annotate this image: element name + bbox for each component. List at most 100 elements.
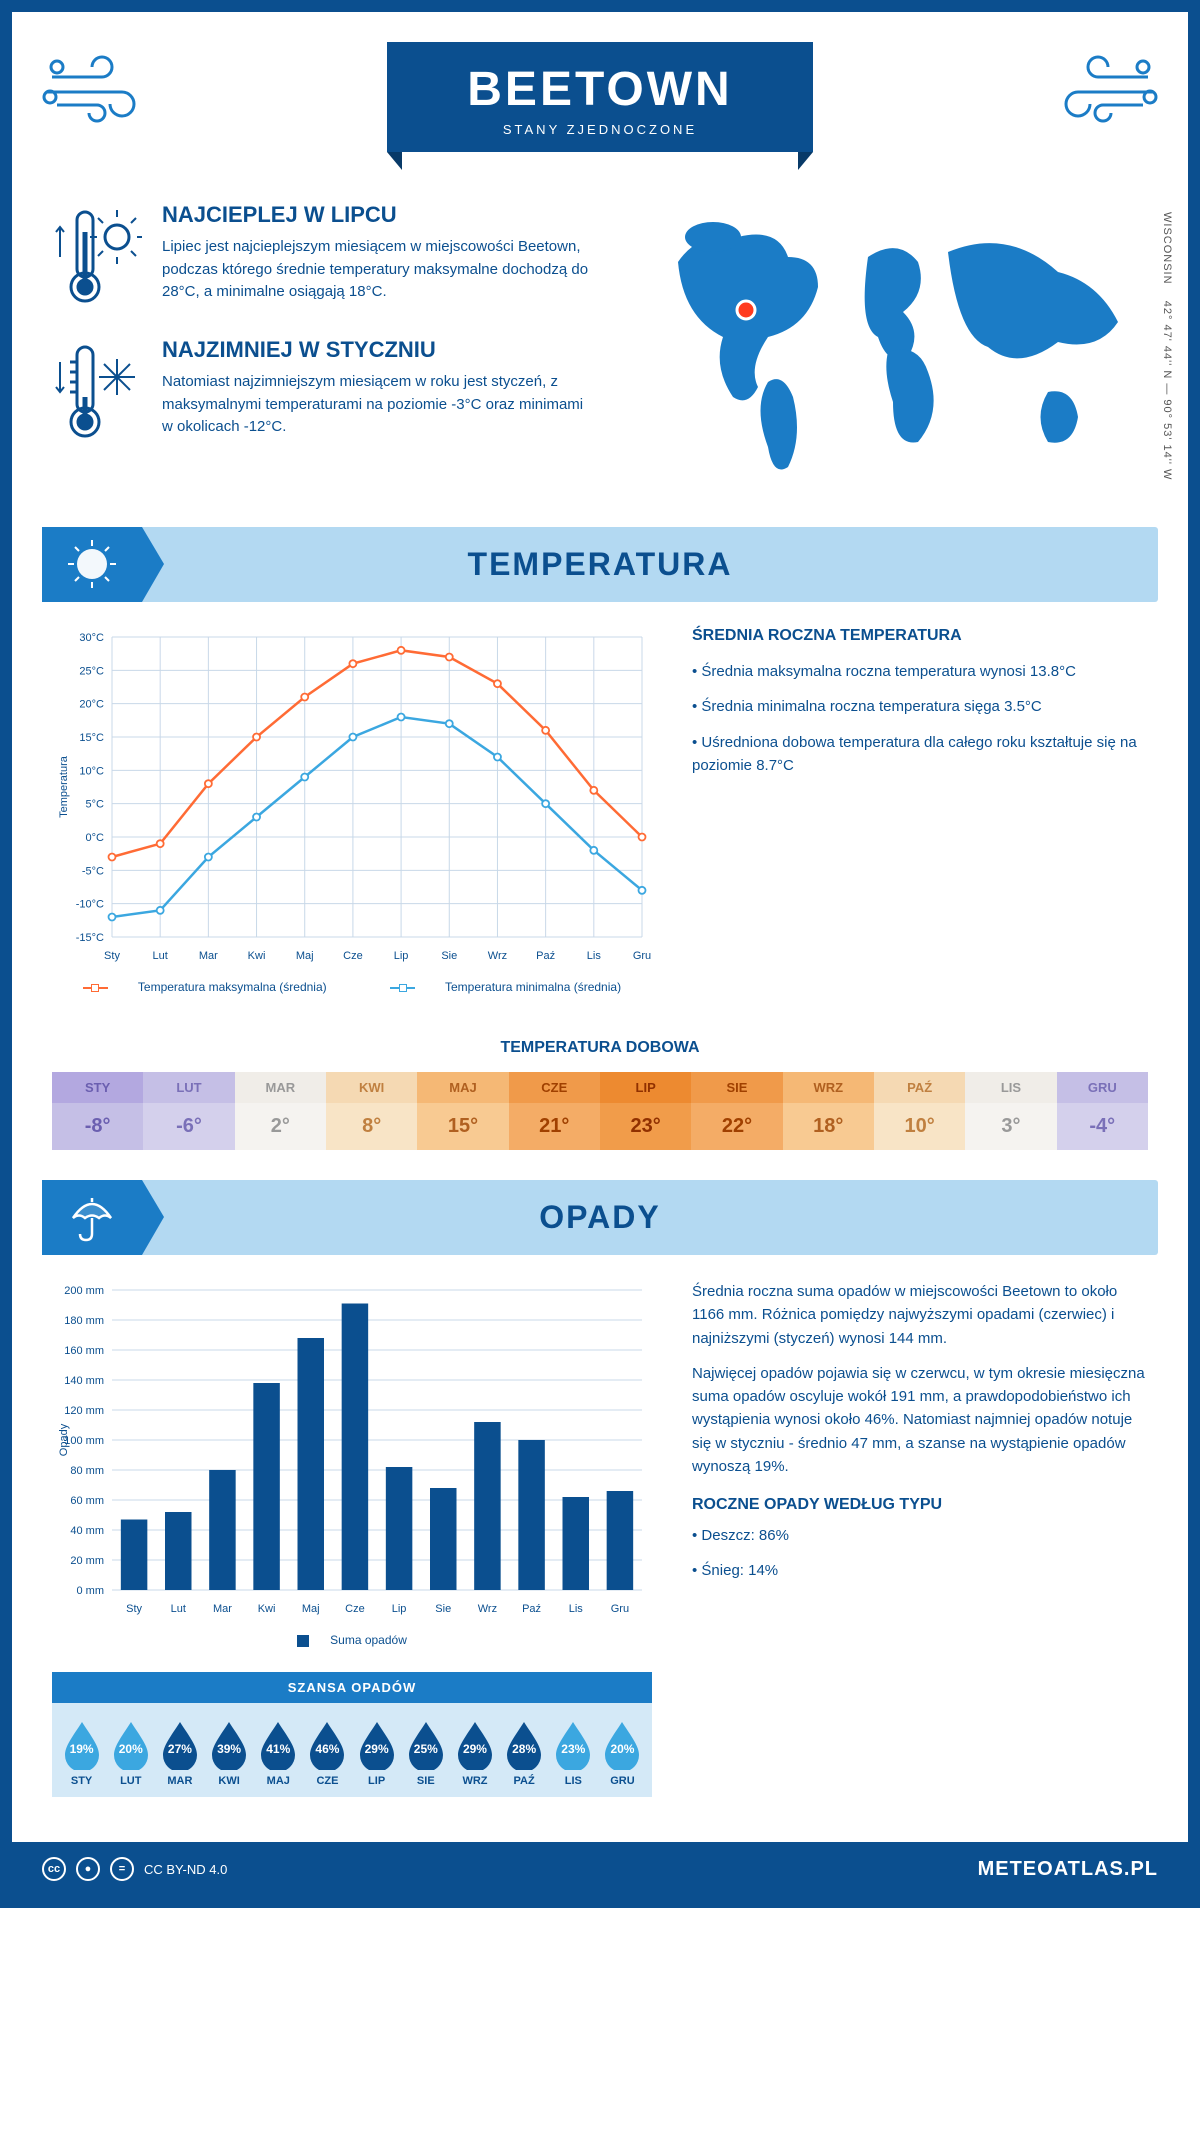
svg-text:-10°C: -10°C xyxy=(76,899,104,911)
thermometer-cold-icon xyxy=(52,337,142,447)
svg-text:25°C: 25°C xyxy=(79,665,104,677)
temp-title: TEMPERATURA xyxy=(468,546,733,583)
svg-text:30°C: 30°C xyxy=(79,632,104,644)
svg-text:200 mm: 200 mm xyxy=(64,1285,104,1297)
svg-text:Cze: Cze xyxy=(343,950,363,962)
precip-stats: Średnia roczna suma opadów w miejscowośc… xyxy=(692,1280,1148,1797)
raindrop-icon: 41% xyxy=(257,1718,299,1770)
coordinates: WISCONSIN 42° 47' 44'' N — 90° 53' 14'' … xyxy=(1161,212,1173,480)
chance-cell: 20% GRU xyxy=(598,1718,647,1787)
nd-icon: = xyxy=(110,1857,134,1881)
raindrop-icon: 20% xyxy=(110,1718,152,1770)
svg-text:Paź: Paź xyxy=(536,950,555,962)
svg-text:20 mm: 20 mm xyxy=(70,1555,104,1567)
daily-cell: SIE 22° xyxy=(691,1072,782,1150)
fact-cold: NAJZIMNIEJ W STYCZNIU Natomiast najzimni… xyxy=(52,337,598,447)
svg-text:Lis: Lis xyxy=(569,1603,584,1615)
precip-title: OPADY xyxy=(539,1199,660,1236)
chance-cell: 46% CZE xyxy=(303,1718,352,1787)
precip-legend: Suma opadów xyxy=(52,1633,652,1647)
chance-cell: 29% WRZ xyxy=(450,1718,499,1787)
svg-text:Kwi: Kwi xyxy=(248,950,266,962)
daily-cell: LIS 3° xyxy=(965,1072,1056,1150)
temp-bullet-1: • Średnia maksymalna roczna temperatura … xyxy=(692,660,1148,683)
sun-icon xyxy=(42,527,142,602)
svg-text:Gru: Gru xyxy=(633,950,651,962)
wind-icon-left xyxy=(42,47,162,127)
daily-cell: KWI 8° xyxy=(326,1072,417,1150)
daily-cell: MAJ 15° xyxy=(417,1072,508,1150)
svg-text:-15°C: -15°C xyxy=(76,932,104,944)
temp-stats: ŚREDNIA ROCZNA TEMPERATURA • Średnia mak… xyxy=(692,627,1148,994)
temperature-banner: TEMPERATURA xyxy=(42,527,1158,602)
svg-text:40 mm: 40 mm xyxy=(70,1525,104,1537)
temp-stats-title: ŚREDNIA ROCZNA TEMPERATURA xyxy=(692,627,1148,645)
fact-hot-title: NAJCIEPLEJ W LIPCU xyxy=(162,202,598,228)
chance-cell: 23% LIS xyxy=(549,1718,598,1787)
temp-bullet-2: • Średnia minimalna roczna temperatura s… xyxy=(692,695,1148,718)
raindrop-icon: 39% xyxy=(208,1718,250,1770)
svg-text:60 mm: 60 mm xyxy=(70,1495,104,1507)
cc-icon: cc xyxy=(42,1857,66,1881)
daily-cell: LUT -6° xyxy=(143,1072,234,1150)
svg-text:160 mm: 160 mm xyxy=(64,1345,104,1357)
site-name: METEOATLAS.PL xyxy=(978,1858,1158,1881)
world-map: WISCONSIN 42° 47' 44'' N — 90° 53' 14'' … xyxy=(628,202,1148,487)
daily-cell: PAŹ 10° xyxy=(874,1072,965,1150)
temperature-body: -15°C-10°C-5°C0°C5°C10°C15°C20°C25°C30°C… xyxy=(12,627,1188,1019)
chance-cell: 39% KWI xyxy=(205,1718,254,1787)
title-banner: BEETOWN STANY ZJEDNOCZONE xyxy=(387,42,812,152)
svg-text:Sty: Sty xyxy=(126,1603,142,1615)
svg-text:Sie: Sie xyxy=(441,950,457,962)
svg-text:140 mm: 140 mm xyxy=(64,1375,104,1387)
precip-text-2: Najwięcej opadów pojawia się w czerwcu, … xyxy=(692,1362,1148,1478)
svg-text:Lut: Lut xyxy=(171,1603,186,1615)
by-icon: ● xyxy=(76,1857,100,1881)
chance-cell: 19% STY xyxy=(57,1718,106,1787)
chance-cell: 41% MAJ xyxy=(254,1718,303,1787)
temp-legend: Temperatura maksymalna (średnia) Tempera… xyxy=(52,980,652,994)
svg-text:Wrz: Wrz xyxy=(478,1603,497,1615)
raindrop-icon: 19% xyxy=(61,1718,103,1770)
chance-row: 19% STY 20% LUT 27% MAR 39% KWI 41% MAJ … xyxy=(52,1703,652,1797)
svg-text:Mar: Mar xyxy=(199,950,218,962)
svg-text:Paź: Paź xyxy=(522,1603,541,1615)
chance-title: SZANSA OPADÓW xyxy=(52,1672,652,1703)
svg-text:-5°C: -5°C xyxy=(82,865,104,877)
raindrop-icon: 46% xyxy=(306,1718,348,1770)
daily-cell: STY -8° xyxy=(52,1072,143,1150)
header: BEETOWN STANY ZJEDNOCZONE xyxy=(12,12,1188,172)
footer: cc ● = CC BY-ND 4.0 METEOATLAS.PL xyxy=(12,1842,1188,1896)
license: cc ● = CC BY-ND 4.0 xyxy=(42,1857,227,1881)
svg-text:Cze: Cze xyxy=(345,1603,365,1615)
svg-text:Sty: Sty xyxy=(104,950,120,962)
precip-body: 0 mm20 mm40 mm60 mm80 mm100 mm120 mm140 … xyxy=(12,1280,1188,1822)
svg-text:Maj: Maj xyxy=(302,1603,320,1615)
country-name: STANY ZJEDNOCZONE xyxy=(467,122,732,137)
svg-text:15°C: 15°C xyxy=(79,732,104,744)
chance-cell: 28% PAŹ xyxy=(500,1718,549,1787)
precip-banner: OPADY xyxy=(42,1180,1158,1255)
svg-text:Mar: Mar xyxy=(213,1603,232,1615)
raindrop-icon: 23% xyxy=(552,1718,594,1770)
fact-hot: NAJCIEPLEJ W LIPCU Lipiec jest najcieple… xyxy=(52,202,598,312)
raindrop-icon: 20% xyxy=(601,1718,643,1770)
svg-text:100 mm: 100 mm xyxy=(64,1435,104,1447)
fact-cold-title: NAJZIMNIEJ W STYCZNIU xyxy=(162,337,598,363)
raindrop-icon: 28% xyxy=(503,1718,545,1770)
chance-cell: 27% MAR xyxy=(155,1718,204,1787)
chance-cell: 25% SIE xyxy=(401,1718,450,1787)
raindrop-icon: 27% xyxy=(159,1718,201,1770)
raindrop-icon: 29% xyxy=(454,1718,496,1770)
precip-type-snow: • Śnieg: 14% xyxy=(692,1559,1148,1582)
daily-cell: LIP 23° xyxy=(600,1072,691,1150)
precip-chart-col: 0 mm20 mm40 mm60 mm80 mm100 mm120 mm140 … xyxy=(52,1280,652,1797)
temperature-chart: -15°C-10°C-5°C0°C5°C10°C15°C20°C25°C30°C… xyxy=(52,627,652,994)
daily-cell: MAR 2° xyxy=(235,1072,326,1150)
svg-text:0 mm: 0 mm xyxy=(77,1585,105,1597)
svg-text:20°C: 20°C xyxy=(79,699,104,711)
svg-text:Lip: Lip xyxy=(392,1603,407,1615)
daily-cell: CZE 21° xyxy=(509,1072,600,1150)
temp-bullet-3: • Uśredniona dobowa temperatura dla całe… xyxy=(692,731,1148,778)
svg-text:Gru: Gru xyxy=(611,1603,629,1615)
